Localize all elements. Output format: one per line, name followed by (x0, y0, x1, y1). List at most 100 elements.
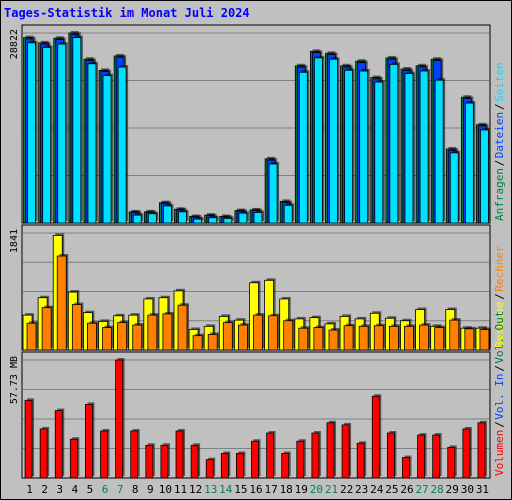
bar-middle-rechner-day-7 (117, 322, 128, 351)
bar-middle-rechner-day-27 (419, 324, 429, 351)
day-label-25: 25 (385, 483, 398, 496)
day-label-26: 26 (400, 483, 413, 496)
day-label-31: 31 (476, 483, 489, 496)
bar-bottom-volumen-day-20 (311, 432, 320, 479)
bar-top-seiten-day-28 (434, 79, 444, 224)
bar-bottom-volumen-day-1 (24, 399, 33, 479)
bar-top-seiten-day-31 (480, 129, 489, 224)
bar-middle-rechner-day-30 (464, 328, 475, 351)
bar-top-seiten-day-19 (298, 71, 308, 224)
bar-bottom-volumen-day-16 (251, 440, 259, 479)
day-label-8: 8 (132, 483, 139, 496)
bar-middle-rechner-day-23 (358, 325, 369, 351)
bar-middle-rechner-day-6 (102, 327, 112, 351)
day-label-3: 3 (56, 483, 63, 496)
bar-top-seiten-day-18 (283, 204, 293, 224)
bar-bottom-volumen-day-5 (85, 404, 93, 479)
day-label-29: 29 (446, 483, 459, 496)
legend-separator: / (493, 160, 506, 167)
bar-bottom-volumen-day-21 (326, 422, 335, 479)
day-label-30: 30 (461, 483, 474, 496)
bar-middle-rechner-day-24 (373, 325, 384, 351)
bar-bottom-volumen-day-19 (296, 440, 305, 479)
bar-top-seiten-day-4 (72, 37, 82, 224)
bar-bottom-volumen-day-13 (205, 459, 214, 479)
bar-middle-rechner-day-14 (222, 322, 233, 351)
bar-top-seiten-day-21 (329, 58, 338, 224)
legend-volin: Vol. In (493, 373, 506, 419)
day-label-13: 13 (204, 483, 217, 496)
day-label-11: 11 (174, 483, 187, 496)
day-label-16: 16 (249, 483, 262, 496)
bar-top-seiten-day-24 (374, 81, 384, 224)
bar-bottom-volumen-day-22 (341, 424, 350, 479)
legend-anfragen: Anfragen (493, 168, 506, 221)
bar-middle-rechner-day-10 (162, 313, 173, 351)
bar-bottom-volumen-day-25 (386, 432, 395, 479)
day-label-23: 23 (355, 483, 368, 496)
bar-middle-rechner-day-3 (56, 255, 67, 351)
legend-dateien: Dateien (493, 112, 506, 158)
bar-top-seiten-day-7 (117, 66, 127, 224)
day-label-14: 14 (219, 483, 233, 496)
bar-top-seiten-day-16 (253, 212, 263, 224)
bar-bottom-volumen-day-29 (447, 446, 456, 479)
day-label-18: 18 (280, 483, 293, 496)
bar-middle-rechner-day-18 (283, 320, 294, 351)
day-label-17: 17 (264, 483, 277, 496)
bar-bottom-volumen-day-7 (115, 359, 124, 479)
bar-middle-rechner-day-22 (343, 325, 354, 351)
bar-bottom-volumen-day-14 (220, 453, 229, 479)
bar-middle-rechner-day-20 (313, 327, 324, 351)
day-label-27: 27 (415, 483, 428, 496)
day-label-22: 22 (340, 483, 353, 496)
bar-middle-rechner-day-19 (298, 327, 309, 351)
bar-top-seiten-day-9 (147, 213, 157, 224)
bar-top-seiten-day-26 (404, 73, 414, 224)
legend-volumen: Volumen (493, 430, 506, 476)
day-label-24: 24 (370, 483, 384, 496)
bar-top-seiten-day-15 (238, 212, 248, 224)
y-max-label: 28822 (9, 29, 20, 59)
bar-top-seiten-day-10 (163, 205, 172, 224)
day-label-12: 12 (189, 483, 202, 496)
bar-middle-rechner-day-31 (479, 329, 490, 351)
legend-volout: Vol. Out (493, 311, 506, 364)
bar-bottom-volumen-day-4 (69, 438, 78, 479)
legend-separator: / (493, 103, 506, 110)
bar-middle-rechner-day-29 (449, 319, 460, 351)
bar-top-seiten-day-3 (57, 43, 67, 224)
bar-top-seiten-day-5 (87, 63, 97, 224)
bar-bottom-volumen-day-11 (175, 430, 184, 479)
bar-top-seiten-day-11 (178, 211, 187, 224)
page-title: Tages-Statistik im Monat Juli 2024 (4, 6, 250, 20)
bar-middle-rechner-day-1 (26, 322, 37, 351)
day-label-4: 4 (72, 483, 79, 496)
bar-bottom-volumen-day-30 (462, 428, 471, 479)
day-label-2: 2 (41, 483, 48, 496)
bar-bottom-volumen-day-15 (236, 453, 244, 479)
legend-separator: / (493, 293, 506, 300)
bar-middle-rechner-day-17 (268, 315, 278, 351)
legend-besuche: Besuche (493, 302, 506, 348)
bar-top-seiten-day-14 (223, 218, 233, 224)
day-label-28: 28 (431, 483, 444, 496)
bar-middle-rechner-day-25 (388, 325, 399, 351)
bar-bottom-volumen-day-6 (100, 430, 108, 479)
bar-middle-rechner-day-21 (328, 329, 339, 351)
bar-top-seiten-day-27 (419, 70, 429, 224)
legend-rechner: Rechner (493, 245, 506, 292)
bar-top-seiten-day-8 (132, 214, 142, 224)
bar-top-seiten-day-17 (268, 163, 278, 224)
bar-middle-rechner-day-15 (238, 324, 248, 351)
bar-bottom-volumen-day-31 (477, 422, 486, 479)
day-label-5: 5 (87, 483, 94, 496)
bar-middle-rechner-day-11 (177, 304, 188, 351)
day-label-15: 15 (234, 483, 247, 496)
legend-seiten: Seiten (493, 62, 506, 102)
bar-top-seiten-day-29 (449, 152, 459, 224)
bar-bottom-volumen-day-28 (432, 434, 441, 479)
bar-middle-rechner-day-9 (147, 314, 158, 351)
y-max-label: 57.73 MB (9, 356, 20, 404)
